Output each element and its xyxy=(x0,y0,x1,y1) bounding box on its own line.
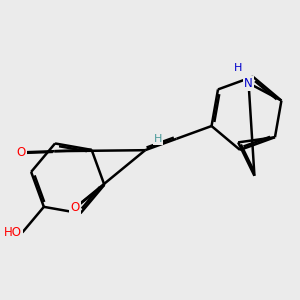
Text: O: O xyxy=(16,146,26,159)
Text: HO: HO xyxy=(4,226,22,239)
Text: H: H xyxy=(234,62,243,73)
Text: O: O xyxy=(70,201,80,214)
Text: H: H xyxy=(154,134,162,144)
Text: N: N xyxy=(244,76,253,90)
